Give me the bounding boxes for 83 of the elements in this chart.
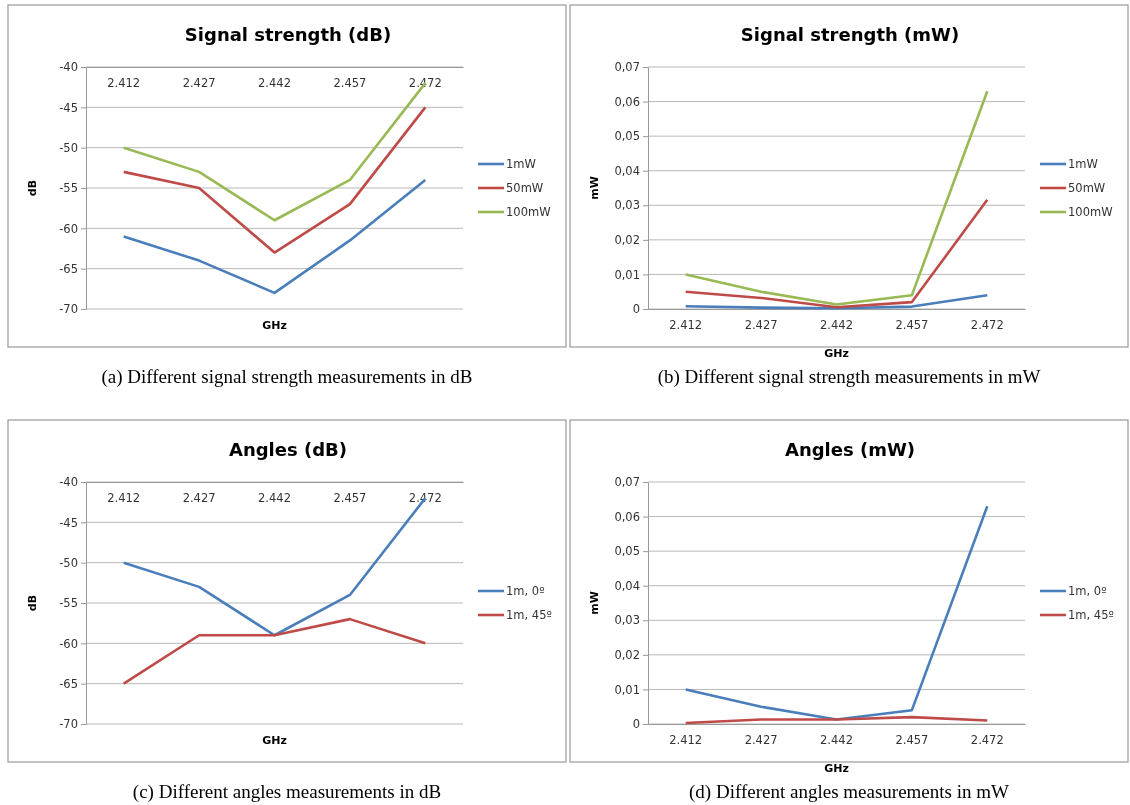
y-tick-label: 0,05: [614, 544, 640, 559]
y-tick-label: -55: [59, 181, 78, 196]
y-tick-label: -40: [59, 475, 78, 490]
y-tick-label: -45: [59, 515, 78, 530]
legend-label: 1m, 45º: [506, 608, 552, 622]
line-series: [684, 293, 989, 310]
text: (a) Different signal strength measurements in dB: [101, 366, 473, 388]
legend-label: 1m, 0º: [506, 584, 545, 598]
y-tick-label: 0,04: [614, 578, 640, 593]
y-tick-label: 0,02: [614, 233, 640, 248]
x-tick-label: 2.442: [820, 733, 853, 748]
y-axis-title: mW: [588, 591, 601, 615]
y-tick-label: 0,07: [614, 60, 640, 75]
x-tick-label: 2.442: [258, 76, 291, 91]
legend-label: 100mW: [506, 205, 551, 219]
y-tick-label: -65: [59, 261, 78, 276]
y-tick-label: 0,01: [614, 682, 640, 697]
y-tick-label: 0,03: [614, 613, 640, 628]
legend-label: 1m, 45º: [1068, 608, 1114, 622]
y-tick-label: -55: [59, 596, 78, 611]
y-tick-label: 0,04: [614, 163, 640, 178]
chart-title: Signal strength (mW): [740, 24, 960, 45]
y-tick-label: 0,06: [614, 94, 640, 109]
chart-title: Angles (dB): [228, 439, 348, 460]
x-axis-title: GHz: [262, 319, 287, 332]
legend-label: 1mW: [506, 157, 536, 171]
y-axis-title: dB: [26, 594, 39, 612]
y-tick-label: -50: [59, 555, 78, 570]
x-tick-label: 2.472: [408, 76, 442, 91]
y-tick-label: 0,02: [614, 648, 640, 663]
y-tick-label: 0,05: [614, 129, 640, 144]
y-tick-label: 0,07: [614, 475, 640, 490]
text: (d) Different angles measurements in mW: [689, 781, 1010, 803]
y-axis-title: mW: [588, 176, 601, 200]
y-tick-label: -60: [59, 636, 78, 651]
y-tick-label: -40: [59, 60, 78, 75]
x-tick-label: 2.457: [333, 76, 367, 91]
y-tick-label: -45: [59, 100, 78, 115]
x-tick-label: 2.412: [669, 733, 703, 748]
y-tick-label: 0,01: [614, 267, 640, 282]
x-tick-label: 2.472: [970, 733, 1004, 748]
y-tick-label: -70: [59, 302, 78, 317]
y-tick-label: 0,06: [614, 509, 640, 524]
line-series: [122, 617, 427, 685]
x-axis-title: GHz: [824, 347, 849, 360]
y-tick-label: 0: [632, 302, 640, 317]
x-tick-label: 2.457: [333, 491, 367, 506]
x-tick-label: 2.427: [744, 318, 778, 333]
line-series: [684, 89, 989, 306]
x-tick-label: 2.472: [970, 318, 1004, 333]
y-tick-label: -60: [59, 221, 78, 236]
text: (b) Different signal strength measurements in mW: [657, 366, 1041, 388]
x-axis-title: GHz: [824, 762, 849, 775]
legend-label: 50mW: [1068, 181, 1106, 195]
y-axis-title: dB: [26, 179, 39, 197]
x-tick-label: 2.412: [669, 318, 703, 333]
chart-title: Angles (mW): [784, 439, 916, 460]
x-tick-label: 2.472: [408, 491, 442, 506]
chart-title: Signal strength (dB): [184, 24, 392, 45]
line-series: [684, 504, 989, 721]
line-series: [122, 178, 427, 295]
x-tick-label: 2.412: [107, 491, 141, 506]
y-tick-label: -70: [59, 717, 78, 732]
legend-label: 100mW: [1068, 205, 1113, 219]
y-tick-label: 0,03: [614, 198, 640, 213]
legend-label: 50mW: [506, 181, 544, 195]
x-tick-label: 2.427: [744, 733, 778, 748]
line-series: [684, 198, 989, 309]
x-tick-label: 2.457: [895, 318, 929, 333]
y-tick-label: 0: [632, 717, 640, 732]
x-tick-label: 2.457: [895, 733, 929, 748]
x-tick-label: 2.427: [182, 491, 216, 506]
x-axis-title: GHz: [262, 734, 287, 747]
x-tick-label: 2.412: [107, 76, 141, 91]
x-tick-label: 2.442: [258, 491, 291, 506]
legend-label: 1m, 0º: [1068, 584, 1107, 598]
x-tick-label: 2.427: [182, 76, 216, 91]
line-series: [122, 106, 427, 254]
y-tick-label: -65: [59, 676, 78, 691]
y-tick-label: -50: [59, 140, 78, 155]
legend-label: 1mW: [1068, 157, 1098, 171]
x-tick-label: 2.442: [820, 318, 853, 333]
text: (c) Different angles measurements in dB: [132, 781, 442, 803]
